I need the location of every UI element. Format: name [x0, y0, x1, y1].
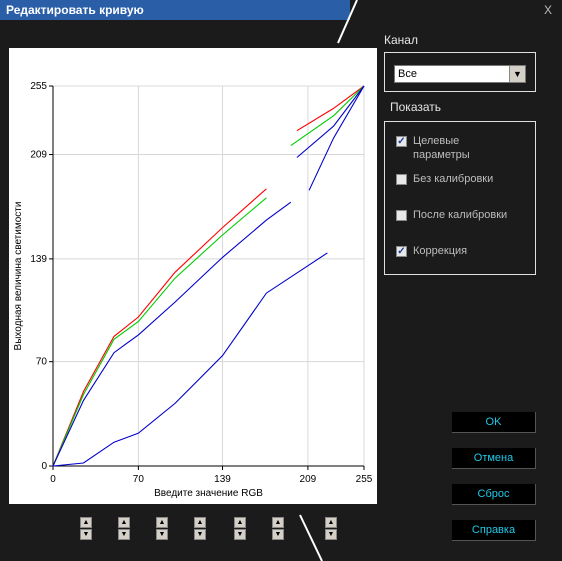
x-tick-label: 139	[214, 474, 231, 485]
arrow-up-icon[interactable]: ▲	[80, 517, 92, 528]
checkbox-target-params-label: Целевые параметры	[413, 135, 470, 161]
help-button[interactable]: Справка	[452, 520, 536, 541]
arrow-up-icon[interactable]: ▲	[194, 517, 206, 528]
channel-select[interactable]: Все ▼	[394, 65, 526, 83]
arrow-up-icon[interactable]: ▲	[118, 517, 130, 528]
y-tick-label: 255	[30, 81, 47, 92]
channel-label: Канал	[384, 33, 418, 47]
point-spinner-6[interactable]: ▲ ▼	[272, 517, 284, 541]
ok-button[interactable]: OK	[452, 412, 536, 433]
x-axis-label: Введите значение RGB	[154, 488, 263, 499]
series-blue-line	[308, 85, 365, 191]
x-tick-label: 0	[50, 474, 56, 485]
checkbox-after-calibration-label: После калибровки	[413, 209, 508, 221]
checkbox-correction-box[interactable]: ✓	[396, 246, 407, 257]
checkbox-after-calibration-box[interactable]	[396, 210, 407, 221]
arrow-up-icon[interactable]: ▲	[234, 517, 246, 528]
checkbox-after-calibration[interactable]: После калибровки	[396, 208, 507, 222]
arrow-up-icon[interactable]: ▲	[156, 517, 168, 528]
x-tick-label: 70	[133, 474, 145, 485]
checkbox-no-calibration[interactable]: Без калибровки	[396, 172, 493, 186]
y-tick-label: 70	[36, 357, 48, 368]
point-spinner-2[interactable]: ▲ ▼	[118, 517, 130, 541]
channel-select-value: Все	[398, 68, 417, 80]
series-red-line	[296, 85, 365, 132]
y-tick-label: 0	[41, 461, 47, 472]
show-label: Показать	[390, 100, 442, 114]
series-green-line	[52, 197, 267, 467]
curve-plot-panel: 0 70 139 209 255 0 70 139 209 255 Введите значение…	[9, 48, 377, 504]
channel-group	[384, 52, 536, 92]
title-bar: Редактировать кривую	[0, 0, 350, 20]
close-button[interactable]: X	[543, 3, 552, 17]
reset-button[interactable]: Сброс	[452, 484, 536, 505]
arrow-down-icon[interactable]: ▼	[272, 529, 284, 540]
series-blue-line	[52, 201, 292, 467]
arrow-up-icon[interactable]: ▲	[325, 517, 337, 528]
checkbox-no-calibration-box[interactable]	[396, 174, 407, 185]
point-spinner-5[interactable]: ▲ ▼	[234, 517, 246, 541]
arrow-down-icon[interactable]: ▼	[325, 529, 337, 540]
cancel-button[interactable]: Отмена	[452, 448, 536, 469]
checkbox-no-calibration-label: Без калибровки	[413, 173, 494, 185]
arrow-down-icon[interactable]: ▼	[194, 529, 206, 540]
x-tick-label: 209	[300, 474, 317, 485]
point-spinner-3[interactable]: ▲ ▼	[156, 517, 168, 541]
series-red-line	[52, 188, 267, 467]
chevron-down-icon[interactable]: ▼	[509, 66, 525, 82]
arrow-down-icon[interactable]: ▼	[234, 529, 246, 540]
x-tick-label: 255	[356, 474, 373, 485]
title-bar-extension	[350, 0, 562, 20]
checkbox-target-params[interactable]: ✓ Целевые параметры	[396, 134, 493, 162]
series-green-line	[290, 85, 365, 147]
show-group	[384, 121, 536, 275]
series-blue-line	[296, 85, 365, 158]
arrow-up-icon[interactable]: ▲	[272, 517, 284, 528]
y-axis-label: Выходная величина светимости	[13, 202, 24, 351]
checkbox-correction-label: Коррекция	[413, 245, 468, 257]
y-tick-label: 139	[30, 254, 47, 265]
arrow-down-icon[interactable]: ▼	[156, 529, 168, 540]
point-spinner-4[interactable]: ▲ ▼	[194, 517, 206, 541]
arrow-down-icon[interactable]: ▼	[80, 529, 92, 540]
checkbox-correction[interactable]: ✓ Коррекция	[396, 244, 467, 258]
point-spinner-1[interactable]: ▲ ▼	[80, 517, 92, 541]
series-blue-line	[52, 252, 328, 467]
checkbox-target-params-box[interactable]: ✓	[396, 136, 407, 147]
window-title: Редактировать кривую	[6, 3, 144, 17]
point-spinner-7[interactable]: ▲ ▼	[325, 517, 337, 541]
y-tick-label: 209	[30, 150, 47, 161]
arrow-down-icon[interactable]: ▼	[118, 529, 130, 540]
curve-chart: 0 70 139 209 255 0 70 139 209 255 Введите значение…	[13, 81, 373, 499]
